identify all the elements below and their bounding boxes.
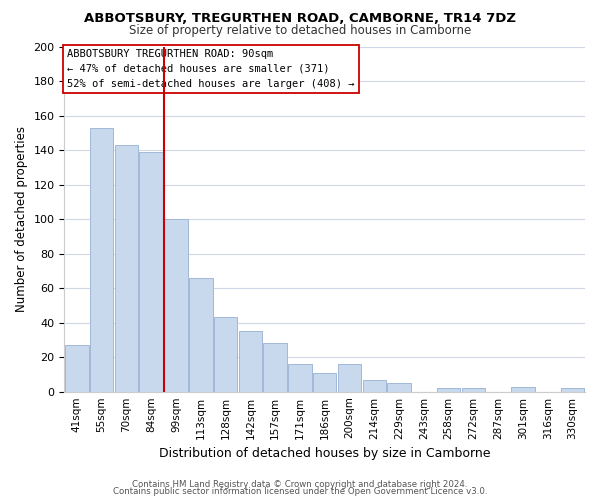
Bar [313, 372, 337, 392]
Bar [561, 388, 584, 392]
Text: ABBOTSBURY TREGURTHEN ROAD: 90sqm
← 47% of detached houses are smaller (371)
52%: ABBOTSBURY TREGURTHEN ROAD: 90sqm ← 47% … [67, 49, 355, 88]
Bar [139, 152, 163, 392]
Text: Size of property relative to detached houses in Camborne: Size of property relative to detached ho… [129, 24, 471, 37]
Y-axis label: Number of detached properties: Number of detached properties [15, 126, 28, 312]
X-axis label: Distribution of detached houses by size in Camborne: Distribution of detached houses by size … [159, 447, 490, 460]
Bar [362, 380, 386, 392]
Bar [239, 332, 262, 392]
Text: Contains HM Land Registry data © Crown copyright and database right 2024.: Contains HM Land Registry data © Crown c… [132, 480, 468, 489]
Bar [387, 383, 411, 392]
Bar [214, 318, 238, 392]
Bar [437, 388, 460, 392]
Bar [115, 145, 138, 392]
Bar [164, 219, 188, 392]
Bar [288, 364, 311, 392]
Bar [338, 364, 361, 392]
Text: ABBOTSBURY, TREGURTHEN ROAD, CAMBORNE, TR14 7DZ: ABBOTSBURY, TREGURTHEN ROAD, CAMBORNE, T… [84, 12, 516, 26]
Bar [263, 344, 287, 392]
Bar [511, 386, 535, 392]
Bar [461, 388, 485, 392]
Bar [65, 345, 89, 392]
Bar [189, 278, 212, 392]
Bar [90, 128, 113, 392]
Text: Contains public sector information licensed under the Open Government Licence v3: Contains public sector information licen… [113, 487, 487, 496]
